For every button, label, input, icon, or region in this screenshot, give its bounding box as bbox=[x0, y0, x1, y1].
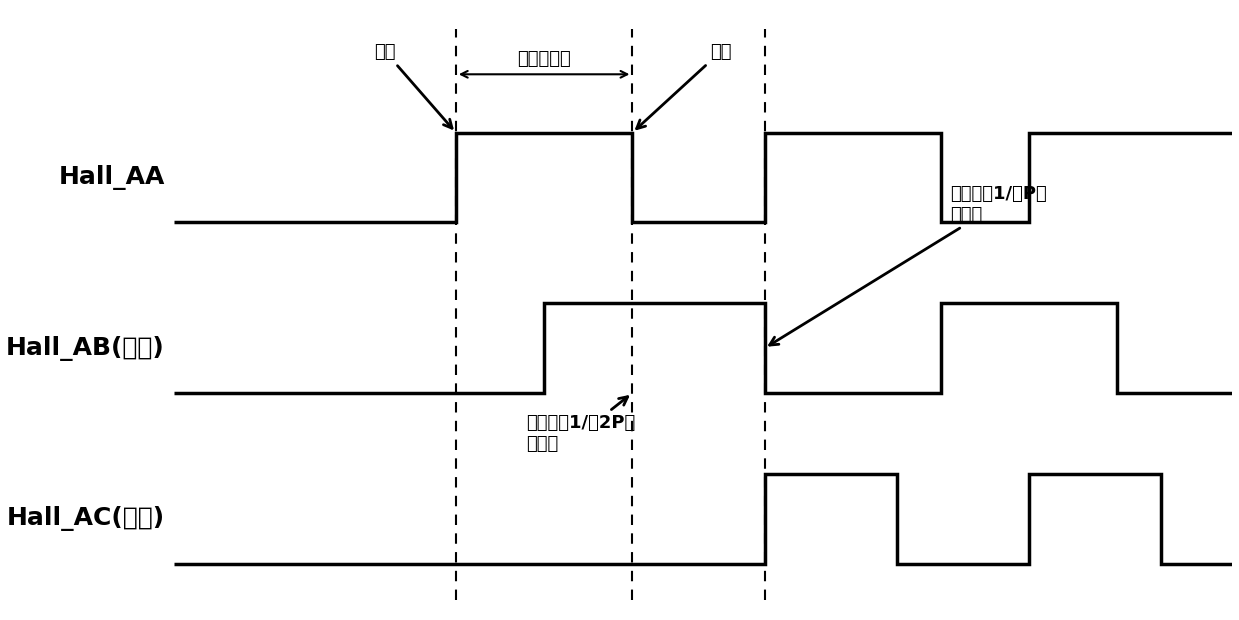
Text: 边沿: 边沿 bbox=[374, 43, 452, 128]
Text: 霍尔信号1/（P）
周期值: 霍尔信号1/（P） 周期值 bbox=[769, 185, 1047, 345]
Text: 霍尔信号1/（2P）
周期值: 霍尔信号1/（2P） 周期值 bbox=[527, 397, 636, 453]
Text: Hall_AC(重构): Hall_AC(重构) bbox=[6, 507, 165, 531]
Text: 半霍尔周期: 半霍尔周期 bbox=[517, 50, 571, 68]
Text: 边沿: 边沿 bbox=[637, 43, 731, 129]
Text: Hall_AB(重构): Hall_AB(重构) bbox=[6, 335, 165, 361]
Text: Hall_AA: Hall_AA bbox=[58, 165, 165, 190]
